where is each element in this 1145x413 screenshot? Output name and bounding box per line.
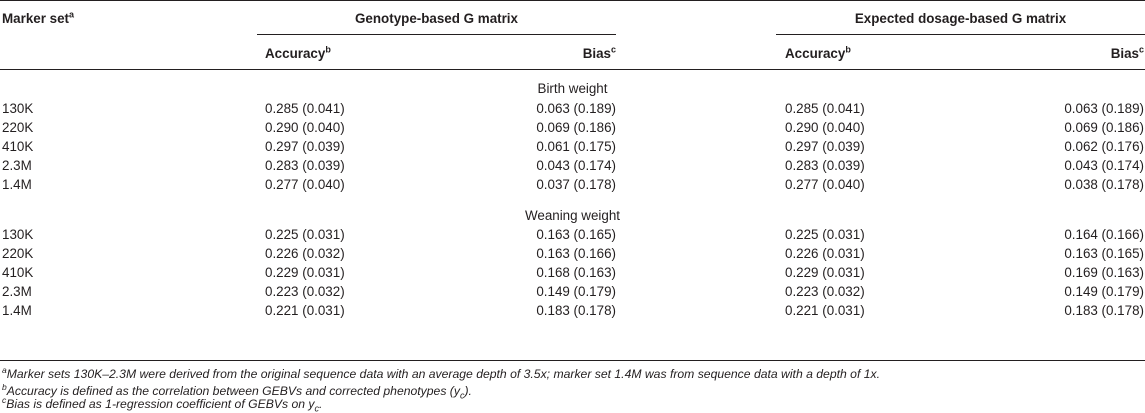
- top-rule: [0, 0, 1145, 1]
- cell-accuracy-dosage: 0.277 (0.040): [785, 177, 865, 192]
- table-bottom-rule: [0, 360, 1145, 361]
- header-marker-set: Marker seta: [2, 9, 75, 26]
- cell-accuracy-genotype: 0.285 (0.041): [265, 101, 345, 116]
- cell-accuracy-dosage: 0.290 (0.040): [785, 120, 865, 135]
- cell-accuracy-genotype: 0.226 (0.032): [265, 246, 345, 261]
- cell-accuracy-dosage: 0.221 (0.031): [785, 303, 865, 318]
- cell-accuracy-genotype: 0.297 (0.039): [265, 139, 345, 154]
- cell-bias-genotype: 0.149 (0.179): [536, 284, 616, 299]
- cell-bias-dosage: 0.038 (0.178): [1064, 177, 1144, 192]
- cell-marker-set: 410K: [2, 265, 34, 280]
- cell-accuracy-genotype: 0.283 (0.039): [265, 158, 345, 173]
- group2-underline: [776, 34, 1145, 35]
- section-title: Birth weight: [537, 81, 608, 96]
- cell-bias-dosage: 0.163 (0.165): [1064, 246, 1144, 261]
- group1-underline: [257, 34, 616, 35]
- cell-bias-genotype: 0.163 (0.166): [536, 246, 616, 261]
- cell-bias-genotype: 0.043 (0.174): [536, 158, 616, 173]
- cell-bias-genotype: 0.037 (0.178): [536, 177, 616, 192]
- cell-accuracy-dosage: 0.226 (0.031): [785, 246, 865, 261]
- cell-marker-set: 130K: [2, 227, 34, 242]
- header-group-genotype: Genotype-based G matrix: [355, 11, 518, 26]
- cell-accuracy-genotype: 0.290 (0.040): [265, 120, 345, 135]
- cell-bias-dosage: 0.069 (0.186): [1064, 120, 1144, 135]
- cell-accuracy-genotype: 0.221 (0.031): [265, 303, 345, 318]
- header-bottom-rule: [0, 69, 1145, 70]
- footnote-c: cBias is defined as 1-regression coeffic…: [2, 394, 323, 413]
- cell-accuracy-genotype: 0.229 (0.031): [265, 265, 345, 280]
- cell-bias-dosage: 0.063 (0.189): [1064, 101, 1144, 116]
- cell-bias-dosage: 0.043 (0.174): [1064, 158, 1144, 173]
- cell-accuracy-genotype: 0.225 (0.031): [265, 227, 345, 242]
- cell-bias-genotype: 0.183 (0.178): [536, 303, 616, 318]
- header-bias-2: Biasc: [1110, 44, 1144, 61]
- cell-bias-genotype: 0.163 (0.165): [536, 227, 616, 242]
- cell-accuracy-dosage: 0.223 (0.032): [785, 284, 865, 299]
- cell-accuracy-dosage: 0.225 (0.031): [785, 227, 865, 242]
- cell-accuracy-dosage: 0.229 (0.031): [785, 265, 865, 280]
- cell-accuracy-genotype: 0.223 (0.032): [265, 284, 345, 299]
- cell-bias-genotype: 0.063 (0.189): [536, 101, 616, 116]
- header-accuracy-2: Accuracyb: [785, 44, 851, 61]
- header-bias-1: Biasc: [582, 44, 616, 61]
- cell-bias-dosage: 0.149 (0.179): [1064, 284, 1144, 299]
- cell-marker-set: 410K: [2, 139, 34, 154]
- cell-marker-set: 220K: [2, 120, 34, 135]
- cell-accuracy-dosage: 0.285 (0.041): [785, 101, 865, 116]
- footnote-b: bAccuracy is defined as the correlation …: [2, 381, 472, 401]
- header-accuracy-1: Accuracyb: [265, 44, 331, 61]
- cell-bias-genotype: 0.061 (0.175): [536, 139, 616, 154]
- cell-marker-set: 130K: [2, 101, 34, 116]
- cell-accuracy-genotype: 0.277 (0.040): [265, 177, 345, 192]
- cell-marker-set: 2.3M: [2, 284, 32, 299]
- section-title: Weaning weight: [524, 208, 621, 223]
- cell-bias-genotype: 0.168 (0.163): [536, 265, 616, 280]
- cell-marker-set: 1.4M: [2, 303, 32, 318]
- cell-accuracy-dosage: 0.297 (0.039): [785, 139, 865, 154]
- footnote-a: aMarker sets 130K–2.3M were derived from…: [2, 364, 880, 381]
- cell-marker-set: 2.3M: [2, 158, 32, 173]
- cell-bias-dosage: 0.183 (0.178): [1064, 303, 1144, 318]
- cell-marker-set: 1.4M: [2, 177, 32, 192]
- cell-bias-dosage: 0.169 (0.163): [1064, 265, 1144, 280]
- cell-bias-genotype: 0.069 (0.186): [536, 120, 616, 135]
- cell-bias-dosage: 0.164 (0.166): [1064, 227, 1144, 242]
- cell-marker-set: 220K: [2, 246, 34, 261]
- cell-bias-dosage: 0.062 (0.176): [1064, 139, 1144, 154]
- cell-accuracy-dosage: 0.283 (0.039): [785, 158, 865, 173]
- header-group-dosage: Expected dosage-based G matrix: [854, 11, 1067, 26]
